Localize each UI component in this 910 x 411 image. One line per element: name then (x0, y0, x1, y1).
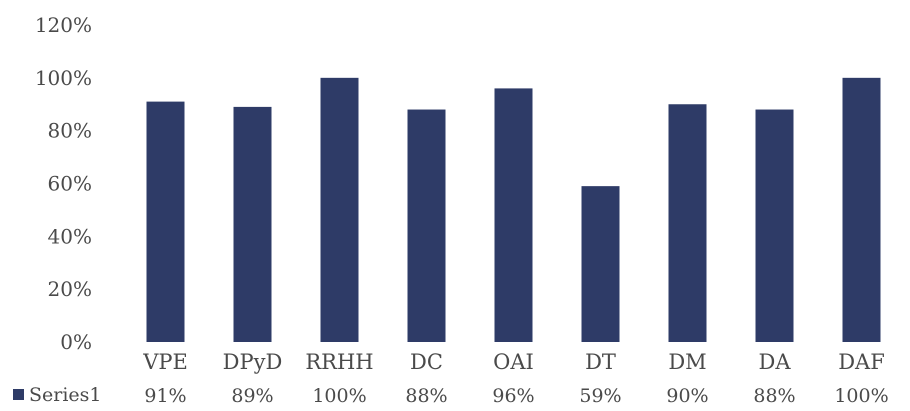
bar (755, 109, 794, 343)
value-label: 100% (834, 385, 888, 407)
category-label: DM (668, 350, 706, 374)
value-label: 100% (312, 385, 366, 407)
category-label: OAI (493, 350, 534, 374)
bar (581, 186, 620, 342)
value-label: 89% (231, 385, 273, 407)
category-labels: VPE DPyD RRHH DC OAI DT DM DA DAF (142, 350, 885, 374)
category-label: DT (585, 350, 616, 374)
y-tick-label: 40% (48, 224, 92, 248)
y-tick-label: 0% (60, 330, 92, 354)
y-tick-label: 80% (48, 119, 92, 143)
value-label: 90% (666, 385, 708, 407)
bars (146, 77, 881, 343)
value-label: 88% (405, 385, 447, 407)
y-tick-label: 100% (35, 66, 92, 90)
y-axis: 0% 20% 40% 60% 80% 100% 120% (35, 13, 92, 354)
value-label: 91% (144, 385, 186, 407)
value-label: 96% (492, 385, 534, 407)
y-tick-label: 20% (48, 277, 92, 301)
category-label: VPE (142, 350, 188, 374)
category-label: DAF (838, 350, 885, 374)
legend-series-name: Series1 (29, 384, 102, 406)
value-labels: 91% 89% 100% 88% 96% 59% 90% 88% 100% (144, 385, 888, 407)
bar (233, 106, 272, 343)
bar (842, 77, 881, 342)
y-tick-label: 60% (48, 172, 92, 196)
bar (146, 101, 185, 342)
y-tick-label: 120% (35, 13, 92, 37)
bar (320, 77, 359, 342)
value-label: 59% (579, 385, 621, 407)
category-label: RRHH (305, 350, 373, 374)
category-label: DPyD (223, 350, 283, 374)
category-label: DA (758, 350, 791, 374)
data-table-legend: Series1 (13, 384, 102, 406)
value-label: 88% (753, 385, 795, 407)
bar (407, 109, 446, 343)
legend-swatch (13, 389, 24, 400)
bar (494, 88, 533, 343)
category-label: DC (410, 350, 443, 374)
bar (668, 104, 707, 342)
